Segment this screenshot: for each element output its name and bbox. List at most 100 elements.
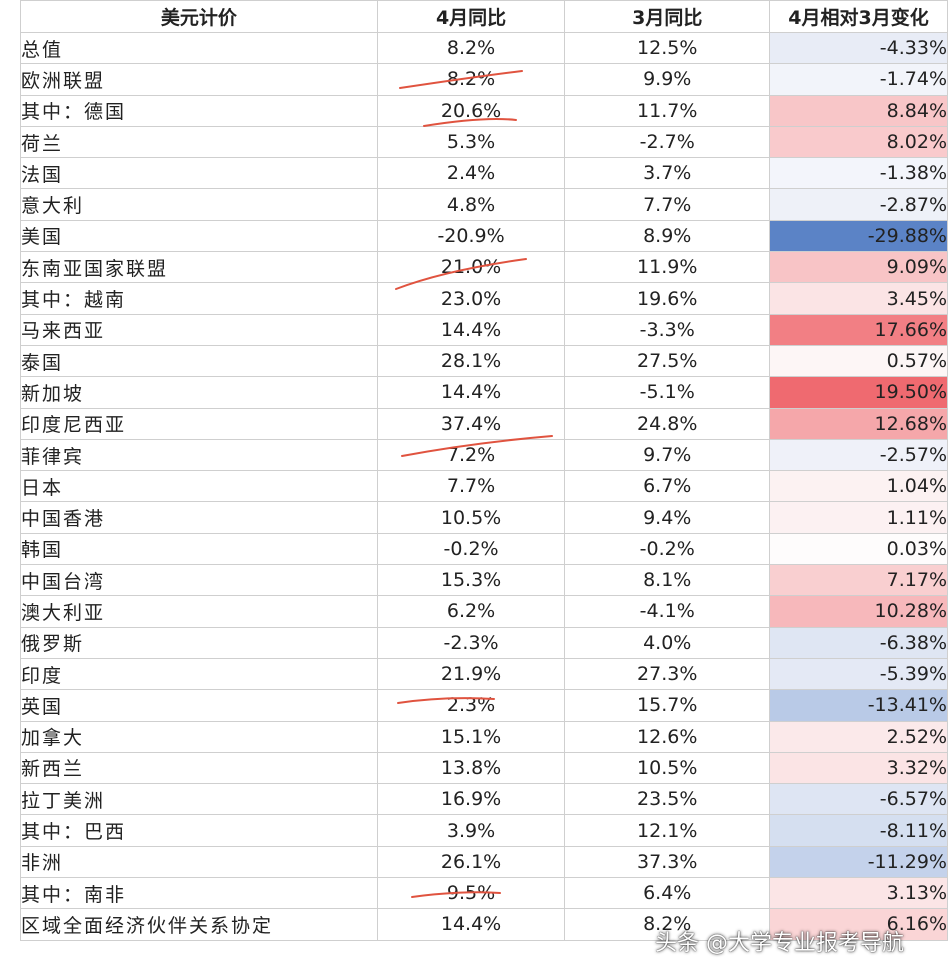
march-yoy-cell[interactable]: 12.1% <box>564 814 771 847</box>
april-yoy-cell[interactable]: 3.9% <box>376 814 566 847</box>
april-yoy-cell[interactable]: 14.4% <box>376 313 566 346</box>
march-yoy-cell[interactable]: -3.3% <box>564 313 771 346</box>
march-yoy-cell[interactable]: 37.3% <box>564 845 771 879</box>
april-yoy-cell[interactable]: -20.9% <box>376 219 566 253</box>
march-yoy-cell[interactable]: 6.4% <box>564 877 771 910</box>
region-cell[interactable]: 区域全面经济伙伴关系协定 <box>20 908 378 941</box>
march-yoy-cell[interactable]: 27.5% <box>564 344 771 378</box>
change-cell[interactable]: -2.57% <box>769 438 948 472</box>
region-cell[interactable]: 荷兰 <box>20 125 378 159</box>
region-cell[interactable]: 美国 <box>20 219 378 253</box>
region-cell[interactable]: 东南亚国家联盟 <box>20 251 378 284</box>
region-cell[interactable]: 印度 <box>20 657 378 691</box>
april-yoy-cell[interactable]: 5.3% <box>376 125 566 159</box>
region-cell[interactable]: 澳大利亚 <box>20 595 378 628</box>
change-cell[interactable]: -11.29% <box>769 845 948 879</box>
region-cell[interactable]: 拉丁美洲 <box>20 783 378 816</box>
change-cell[interactable]: -4.33% <box>769 31 948 65</box>
region-cell[interactable]: 韩国 <box>20 532 378 566</box>
march-yoy-cell[interactable]: 9.9% <box>564 63 771 96</box>
region-cell[interactable]: 泰国 <box>20 344 378 378</box>
change-cell[interactable]: 8.02% <box>769 125 948 159</box>
change-cell[interactable]: 2.52% <box>769 720 948 753</box>
change-cell[interactable]: -1.74% <box>769 63 948 96</box>
region-cell[interactable]: 其中：德国 <box>20 94 378 127</box>
april-yoy-cell[interactable]: 15.1% <box>376 720 566 753</box>
change-cell[interactable]: 8.84% <box>769 94 948 127</box>
change-cell[interactable]: -13.41% <box>769 689 948 722</box>
april-yoy-cell[interactable]: 21.0% <box>376 251 566 284</box>
region-cell[interactable]: 法国 <box>20 157 378 190</box>
change-cell[interactable]: 3.32% <box>769 751 948 785</box>
region-cell[interactable]: 意大利 <box>20 188 378 221</box>
april-yoy-cell[interactable]: 15.3% <box>376 564 566 597</box>
march-yoy-cell[interactable]: 10.5% <box>564 751 771 785</box>
march-yoy-cell[interactable]: 7.7% <box>564 188 771 221</box>
march-yoy-cell[interactable]: -2.7% <box>564 125 771 159</box>
region-cell[interactable]: 其中：巴西 <box>20 814 378 847</box>
change-cell[interactable]: 12.68% <box>769 407 948 440</box>
change-cell[interactable]: 9.09% <box>769 251 948 284</box>
header-march-yoy[interactable]: 3月同比 <box>564 0 771 33</box>
march-yoy-cell[interactable]: 8.9% <box>564 219 771 253</box>
april-yoy-cell[interactable]: 2.3% <box>376 689 566 722</box>
region-cell[interactable]: 印度尼西亚 <box>20 407 378 440</box>
region-cell[interactable]: 日本 <box>20 470 378 503</box>
region-cell[interactable]: 菲律宾 <box>20 438 378 472</box>
april-yoy-cell[interactable]: 26.1% <box>376 845 566 879</box>
april-yoy-cell[interactable]: 7.7% <box>376 470 566 503</box>
region-cell[interactable]: 加拿大 <box>20 720 378 753</box>
april-yoy-cell[interactable]: 9.5% <box>376 877 566 910</box>
region-cell[interactable]: 新西兰 <box>20 751 378 785</box>
change-cell[interactable]: -6.38% <box>769 626 948 659</box>
april-yoy-cell[interactable]: 20.6% <box>376 94 566 127</box>
change-cell[interactable]: 1.11% <box>769 501 948 534</box>
change-cell[interactable]: 10.28% <box>769 595 948 628</box>
change-cell[interactable]: 0.57% <box>769 344 948 378</box>
region-cell[interactable]: 非洲 <box>20 845 378 879</box>
april-yoy-cell[interactable]: 10.5% <box>376 501 566 534</box>
march-yoy-cell[interactable]: 15.7% <box>564 689 771 722</box>
april-yoy-cell[interactable]: -0.2% <box>376 532 566 566</box>
april-yoy-cell[interactable]: 21.9% <box>376 657 566 691</box>
march-yoy-cell[interactable]: 9.4% <box>564 501 771 534</box>
april-yoy-cell[interactable]: 13.8% <box>376 751 566 785</box>
change-cell[interactable]: 6.16% <box>769 908 948 941</box>
change-cell[interactable]: 3.13% <box>769 877 948 910</box>
april-yoy-cell[interactable]: 8.2% <box>376 63 566 96</box>
march-yoy-cell[interactable]: 19.6% <box>564 282 771 315</box>
region-cell[interactable]: 马来西亚 <box>20 313 378 346</box>
region-cell[interactable]: 中国台湾 <box>20 564 378 597</box>
change-cell[interactable]: -5.39% <box>769 657 948 691</box>
change-cell[interactable]: 19.50% <box>769 376 948 409</box>
march-yoy-cell[interactable]: 11.7% <box>564 94 771 127</box>
march-yoy-cell[interactable]: 4.0% <box>564 626 771 659</box>
change-cell[interactable]: -6.57% <box>769 783 948 816</box>
april-yoy-cell[interactable]: 14.4% <box>376 376 566 409</box>
april-yoy-cell[interactable]: 4.8% <box>376 188 566 221</box>
march-yoy-cell[interactable]: -4.1% <box>564 595 771 628</box>
change-cell[interactable]: -29.88% <box>769 219 948 253</box>
april-yoy-cell[interactable]: 37.4% <box>376 407 566 440</box>
march-yoy-cell[interactable]: 11.9% <box>564 251 771 284</box>
header-region[interactable]: 美元计价 <box>20 0 378 33</box>
march-yoy-cell[interactable]: 8.1% <box>564 564 771 597</box>
april-yoy-cell[interactable]: 8.2% <box>376 31 566 65</box>
change-cell[interactable]: 3.45% <box>769 282 948 315</box>
region-cell[interactable]: 中国香港 <box>20 501 378 534</box>
march-yoy-cell[interactable]: 3.7% <box>564 157 771 190</box>
region-cell[interactable]: 英国 <box>20 689 378 722</box>
march-yoy-cell[interactable]: 23.5% <box>564 783 771 816</box>
march-yoy-cell[interactable]: 27.3% <box>564 657 771 691</box>
region-cell[interactable]: 俄罗斯 <box>20 626 378 659</box>
april-yoy-cell[interactable]: 14.4% <box>376 908 566 941</box>
april-yoy-cell[interactable]: 6.2% <box>376 595 566 628</box>
march-yoy-cell[interactable]: -0.2% <box>564 532 771 566</box>
change-cell[interactable]: -2.87% <box>769 188 948 221</box>
region-cell[interactable]: 总值 <box>20 31 378 65</box>
header-april-yoy[interactable]: 4月同比 <box>376 0 566 33</box>
march-yoy-cell[interactable]: 12.5% <box>564 31 771 65</box>
region-cell[interactable]: 其中：越南 <box>20 282 378 315</box>
april-yoy-cell[interactable]: 28.1% <box>376 344 566 378</box>
change-cell[interactable]: 1.04% <box>769 470 948 503</box>
